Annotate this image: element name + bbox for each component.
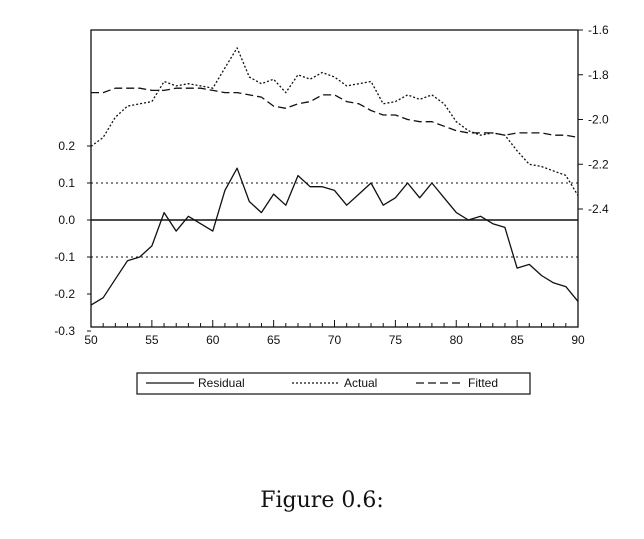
right-tick-label: -2.4 xyxy=(588,202,609,216)
left-tick-label: 0.1 xyxy=(58,176,75,190)
right-tick-label: -1.6 xyxy=(588,23,609,37)
x-tick-label: 55 xyxy=(145,333,159,347)
legend-label-residual: Residual xyxy=(198,376,245,390)
x-tick-label: 75 xyxy=(389,333,403,347)
left-tick-label: -0.1 xyxy=(54,250,75,264)
series-fitted-line xyxy=(91,87,579,139)
series-actual-line xyxy=(90,47,579,196)
right-tick-label: -1.8 xyxy=(588,68,609,82)
x-tick-label: 85 xyxy=(510,333,524,347)
left-tick-label: -0.3 xyxy=(54,324,75,338)
left-tick-label: -0.2 xyxy=(54,287,75,301)
x-tick-label: 65 xyxy=(267,333,281,347)
x-tick-label: 60 xyxy=(206,333,220,347)
x-tick-label: 90 xyxy=(571,333,585,347)
x-tick-label: 70 xyxy=(328,333,342,347)
legend-label-actual: Actual xyxy=(344,376,377,390)
figure-caption: Figure 0.6: xyxy=(260,488,384,513)
legend-label-fitted: Fitted xyxy=(468,376,498,390)
x-tick-label: 50 xyxy=(84,333,98,347)
left-tick-label: 0.0 xyxy=(58,213,75,227)
series-residual-line xyxy=(90,167,579,306)
right-tick-label: -2.0 xyxy=(588,113,609,127)
left-tick-label: 0.2 xyxy=(58,139,75,153)
plot-frame xyxy=(90,29,579,328)
x-tick-label: 80 xyxy=(450,333,464,347)
right-tick-label: -2.2 xyxy=(588,157,609,171)
